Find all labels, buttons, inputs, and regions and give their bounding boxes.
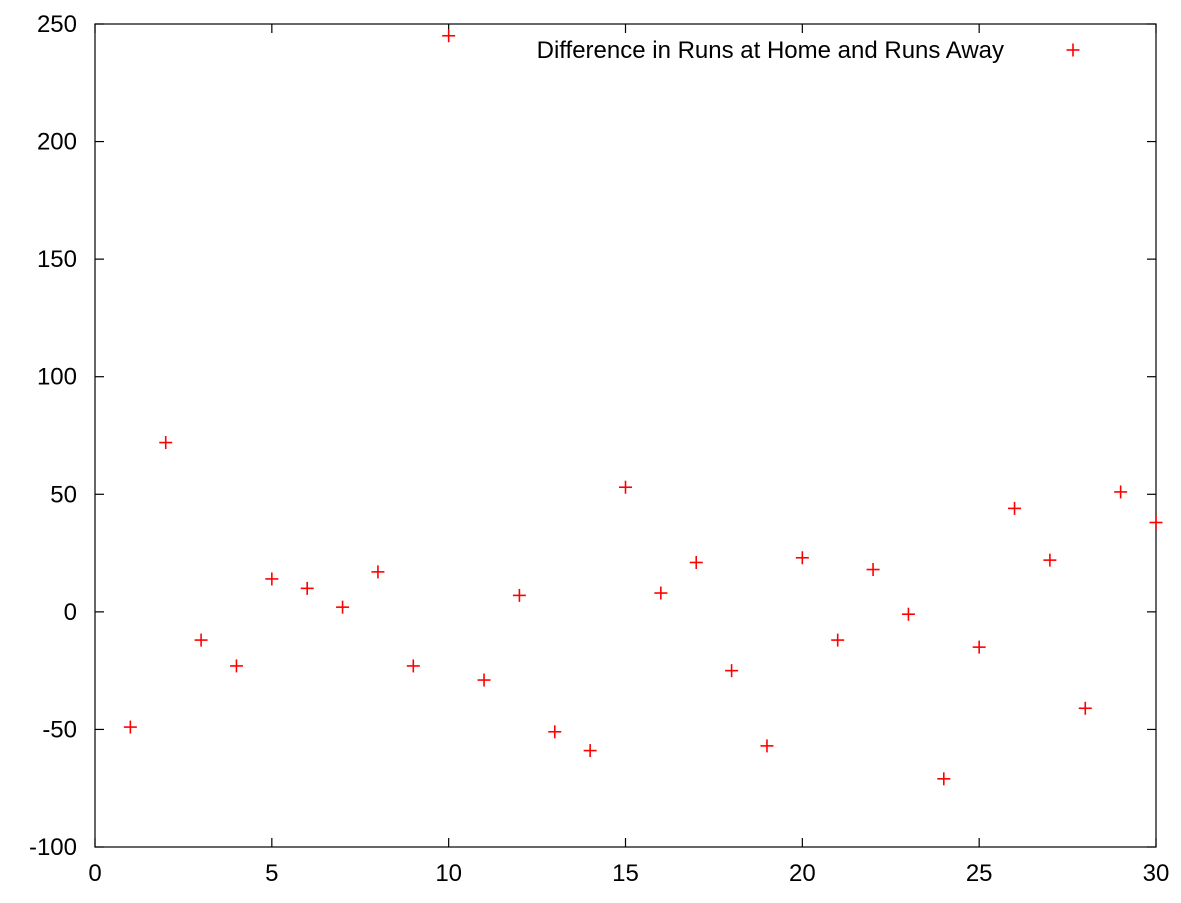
- data-point: [901, 607, 915, 621]
- data-point: [654, 586, 668, 600]
- data-point: [159, 436, 173, 450]
- data-point: [689, 555, 703, 569]
- data-point: [1078, 701, 1092, 715]
- x-tick-label: 10: [435, 860, 462, 887]
- data-point: [937, 772, 951, 786]
- data-point: [300, 581, 314, 595]
- data-point: [477, 673, 491, 687]
- x-tick-label: 30: [1143, 860, 1170, 887]
- legend-label: Difference in Runs at Home and Runs Away: [537, 37, 1004, 64]
- x-tick-label: 25: [966, 860, 993, 887]
- x-tick-label: 20: [789, 860, 816, 887]
- data-point: [1114, 485, 1128, 499]
- legend-marker: [1066, 43, 1080, 57]
- y-tick-label: -100: [29, 834, 77, 861]
- data-point: [760, 739, 774, 753]
- data-point: [725, 664, 739, 678]
- axis-tick-labels: 0 5 10 15 20 25 30 -100 -50 0 50 100 150 200 250: [29, 11, 1169, 887]
- data-point: [229, 659, 243, 673]
- y-tick-label: 250: [37, 11, 77, 38]
- y-tick-label: 100: [37, 364, 77, 391]
- y-tick-label: 0: [64, 599, 77, 626]
- y-tick-label: 50: [50, 481, 77, 508]
- data-point: [371, 565, 385, 579]
- data-point: [583, 744, 597, 758]
- x-tick-label: 5: [265, 860, 278, 887]
- data-point: [1043, 553, 1057, 567]
- data-point: [1008, 501, 1022, 515]
- data-point: [123, 720, 137, 734]
- y-tick-label: 200: [37, 129, 77, 156]
- data-point: [866, 563, 880, 577]
- data-point: [442, 29, 456, 43]
- data-point: [1149, 516, 1163, 530]
- y-tick-label: 150: [37, 246, 77, 273]
- data-points: [123, 29, 1163, 786]
- data-point: [406, 659, 420, 673]
- axis-ticks: [94, 23, 1157, 848]
- x-tick-label: 0: [88, 860, 101, 887]
- data-point: [619, 480, 632, 494]
- data-point: [336, 600, 350, 614]
- data-point: [548, 725, 562, 739]
- data-point: [831, 633, 845, 647]
- data-point: [265, 572, 279, 586]
- data-point: [795, 551, 809, 565]
- plot-frame: [94, 23, 1157, 848]
- data-point: [194, 633, 208, 647]
- y-tick-label: -50: [42, 716, 77, 743]
- x-tick-label: 15: [612, 860, 639, 887]
- data-point: [512, 588, 526, 602]
- legend: Difference in Runs at Home and Runs Away: [537, 37, 1080, 64]
- data-point: [972, 640, 986, 654]
